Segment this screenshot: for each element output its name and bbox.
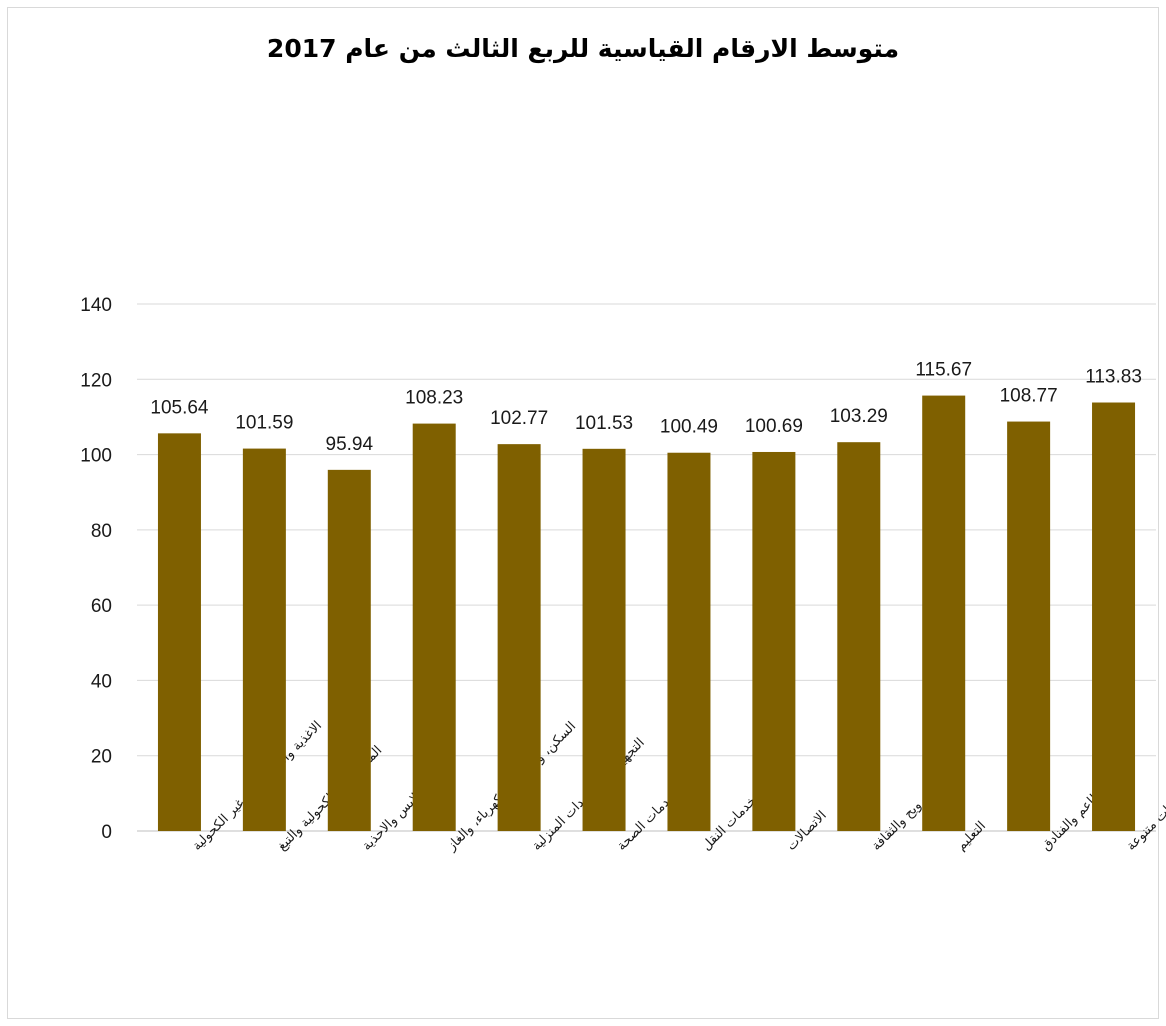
data-label: 101.59 [235, 413, 293, 434]
bar [752, 451, 796, 831]
data-label: 100.49 [660, 417, 718, 438]
bar [1007, 421, 1051, 831]
data-label: 101.53 [575, 413, 633, 434]
bar [242, 448, 286, 831]
y-tick-label: 100 [80, 446, 112, 467]
data-label: 115.67 [915, 360, 972, 381]
bar [837, 442, 881, 831]
bar [1092, 402, 1136, 831]
bar [497, 444, 541, 831]
y-tick-label: 80 [91, 521, 112, 542]
data-label: 113.83 [1085, 367, 1142, 388]
chart-frame [7, 7, 1159, 1019]
y-tick-label: 40 [91, 671, 112, 692]
bar [667, 452, 711, 831]
data-label: 108.77 [1000, 386, 1058, 407]
data-label: 108.23 [405, 388, 463, 409]
y-tick-label: 60 [91, 596, 112, 617]
data-label: 100.69 [745, 416, 803, 437]
y-tick-label: 0 [101, 822, 112, 843]
bar [412, 423, 456, 831]
bar [582, 448, 626, 831]
bar [157, 433, 201, 831]
y-tick-label: 120 [80, 370, 112, 391]
data-label: 105.64 [150, 397, 209, 418]
data-label: 103.29 [830, 406, 888, 427]
y-tick-label: 20 [91, 747, 112, 768]
bar [327, 469, 371, 831]
y-tick-label: 140 [80, 295, 112, 316]
bar [922, 395, 966, 831]
data-label: 102.77 [490, 408, 548, 429]
chart-title: متوسط الارقام القياسية للربع الثالث من ع… [266, 34, 900, 63]
data-label: 95.94 [326, 434, 374, 455]
